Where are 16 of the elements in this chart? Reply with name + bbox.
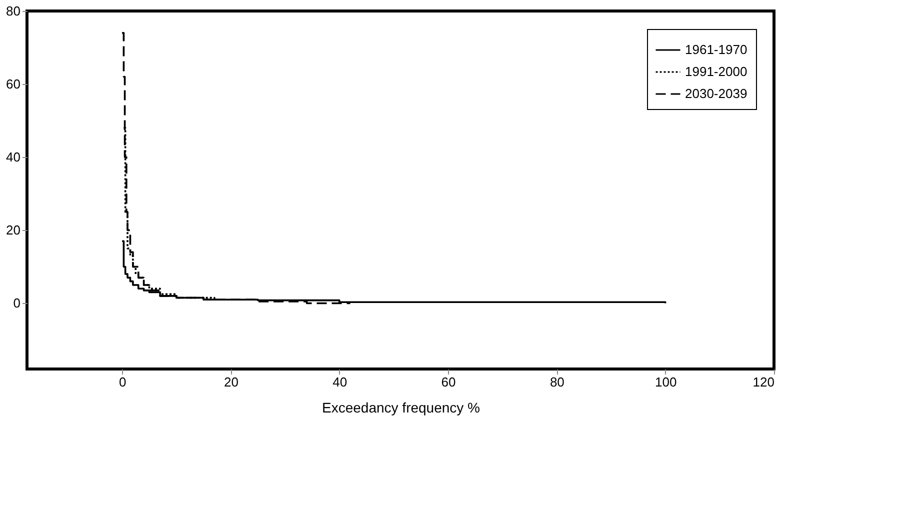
x-axis-title: Exceedancy frequency % <box>322 400 480 416</box>
x-tick-label: 120 <box>752 374 774 390</box>
legend-label: 1961-1970 <box>685 42 748 57</box>
x-tick-label: 100 <box>654 374 677 390</box>
x-tick-label: 60 <box>441 374 456 390</box>
legend-label: 1991-2000 <box>685 64 748 79</box>
x-tick-label: 20 <box>224 374 238 390</box>
x-tick-label: 80 <box>550 374 564 390</box>
y-tick-label: 40 <box>6 150 20 165</box>
y-tick-label: 60 <box>6 76 20 92</box>
x-tick-label: 40 <box>332 374 348 390</box>
y-tick-label: 80 <box>6 4 20 18</box>
legend-label: 2030-2039 <box>685 86 748 101</box>
y-tick-label: 0 <box>13 296 20 311</box>
x-tick-label: 0 <box>118 374 126 390</box>
y-tick-label: 20 <box>6 222 20 238</box>
